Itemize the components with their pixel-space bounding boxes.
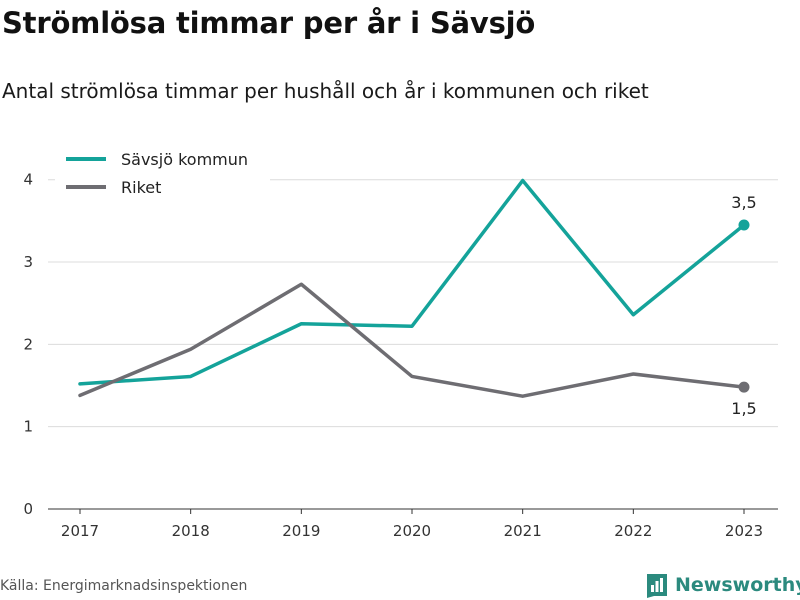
data-label: 3,5 [731,193,756,212]
x-tick-label: 2018 [172,522,210,540]
chart-subtitle: Antal strömlösa timmar per hushåll och å… [2,79,649,103]
x-tick-label: 2017 [61,522,99,540]
legend-background [55,146,270,204]
brand-name: Newsworthy [675,574,800,596]
brand-logo: Newsworthy [645,570,800,600]
y-tick-label: 2 [23,335,33,353]
y-tick-label: 0 [23,500,33,518]
x-tick-label: 2022 [614,522,652,540]
y-tick-label: 1 [23,418,33,436]
bar-chart-logo-icon [647,574,667,598]
x-tick-label: 2019 [282,522,320,540]
y-axis-ticks: 0 1 2 3 4 [23,171,33,518]
source-note: Källa: Energimarknadsinspektionen [0,578,248,594]
y-tick-label: 3 [23,253,33,271]
x-tick-label: 2023 [725,522,763,540]
chart-title: Strömlösa timmar per år i Sävsjö [2,6,536,40]
data-label: 1,5 [731,399,756,418]
gridlines [48,179,778,428]
series-lines: 3,5 1,5 [78,178,757,418]
x-axis: 2017 2018 2019 2020 2021 2022 2023 [48,508,778,540]
x-tick-label: 2021 [504,522,542,540]
series-end-point [738,381,750,393]
legend-entry: Riket [121,178,161,197]
series-end-point [738,219,750,231]
y-tick-label: 4 [23,171,33,189]
legend-entry: Sävsjö kommun [121,150,248,169]
x-tick-label: 2020 [393,522,431,540]
series-line [78,178,746,386]
series-line [78,282,746,398]
legend: Sävsjö kommun Riket [55,146,270,204]
